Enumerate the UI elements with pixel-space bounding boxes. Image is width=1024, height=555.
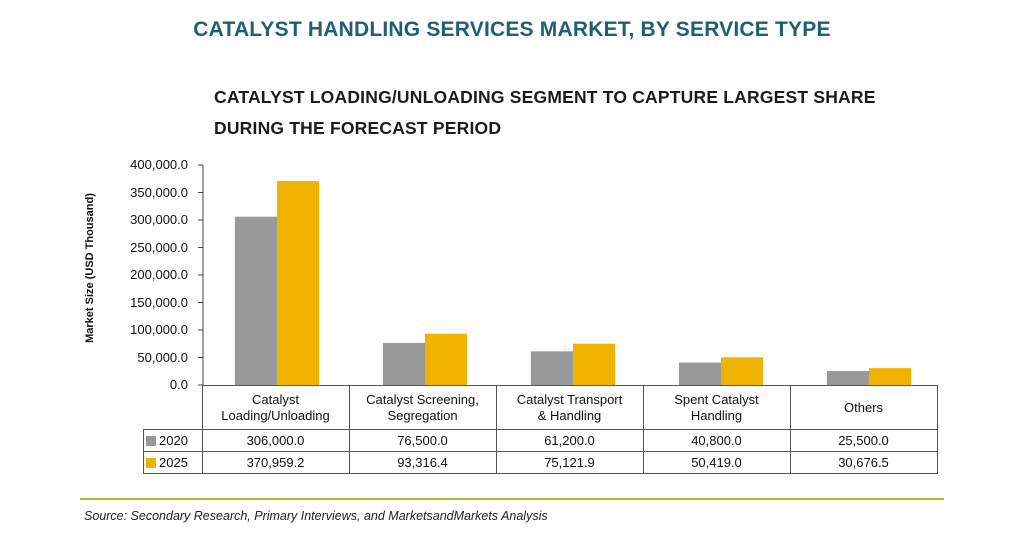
bar-2025-4 xyxy=(869,368,911,385)
legend-swatch-2020 xyxy=(146,436,156,446)
category-row: Catalyst Loading/Unloading Catalyst Scre… xyxy=(143,385,938,430)
y-tick-label: 200,000.0 xyxy=(130,267,188,282)
table-cell: 75,121.9 xyxy=(495,451,644,474)
chart-main-title: CATALYST HANDLING SERVICES MARKET, BY SE… xyxy=(193,18,831,41)
table-cell: 76,500.0 xyxy=(348,429,497,452)
y-tick-label: 50,000.0 xyxy=(137,349,188,365)
bar-2020-4 xyxy=(827,371,869,385)
y-tick-label: 300,000.0 xyxy=(130,212,188,227)
bar-2020-2 xyxy=(531,351,573,385)
legend-2025: 2025 xyxy=(143,451,203,474)
y-tick-label: 100,000.0 xyxy=(130,322,188,337)
category-label: Others xyxy=(789,385,938,430)
series-row-2020: 2020 306,000.0 76,500.0 61,200.0 40,800.… xyxy=(143,429,938,452)
table-cell: 61,200.0 xyxy=(495,429,644,452)
subtitle-line-2: DURING THE FORECAST PERIOD xyxy=(214,118,502,138)
category-label: Catalyst Transport & Handling xyxy=(495,385,644,430)
data-table: Catalyst Loading/Unloading Catalyst Scre… xyxy=(143,385,938,474)
y-tick-label: 350,000.0 xyxy=(130,184,188,200)
bar-2020-3 xyxy=(679,362,721,385)
y-tick-label: 150,000.0 xyxy=(130,294,188,310)
table-cell: 30,676.5 xyxy=(789,451,938,474)
category-label: Catalyst Screening, Segregation xyxy=(348,385,497,430)
chart-subtitle: CATALYST LOADING/UNLOADING SEGMENT TO CA… xyxy=(214,82,914,144)
bar-2020-1 xyxy=(383,342,425,385)
source-divider xyxy=(80,498,944,500)
table-cell: 306,000.0 xyxy=(201,429,350,452)
bar-2020-0 xyxy=(235,216,277,385)
table-cell: 93,316.4 xyxy=(348,451,497,474)
source-note: Source: Secondary Research, Primary Inte… xyxy=(84,509,548,523)
bar-2025-3 xyxy=(721,357,763,385)
category-label: Catalyst Loading/Unloading xyxy=(201,385,350,430)
bar-2025-2 xyxy=(573,343,615,385)
category-label: Spent Catalyst Handling xyxy=(642,385,791,430)
subtitle-line-1: CATALYST LOADING/UNLOADING SEGMENT TO CA… xyxy=(214,87,876,107)
series-row-2025: 2025 370,959.2 93,316.4 75,121.9 50,419.… xyxy=(143,451,938,474)
table-cell: 370,959.2 xyxy=(201,451,350,474)
bar-2025-1 xyxy=(425,333,467,385)
y-tick-label: 400,000.0 xyxy=(130,157,188,172)
table-cell: 25,500.0 xyxy=(789,429,938,452)
legend-swatch-2025 xyxy=(146,458,156,468)
bar-2025-0 xyxy=(277,181,319,385)
table-corner xyxy=(143,385,203,430)
table-cell: 50,419.0 xyxy=(642,451,791,474)
table-cell: 40,800.0 xyxy=(642,429,791,452)
legend-2020: 2020 xyxy=(143,429,203,452)
y-tick-label: 250,000.0 xyxy=(130,239,188,255)
